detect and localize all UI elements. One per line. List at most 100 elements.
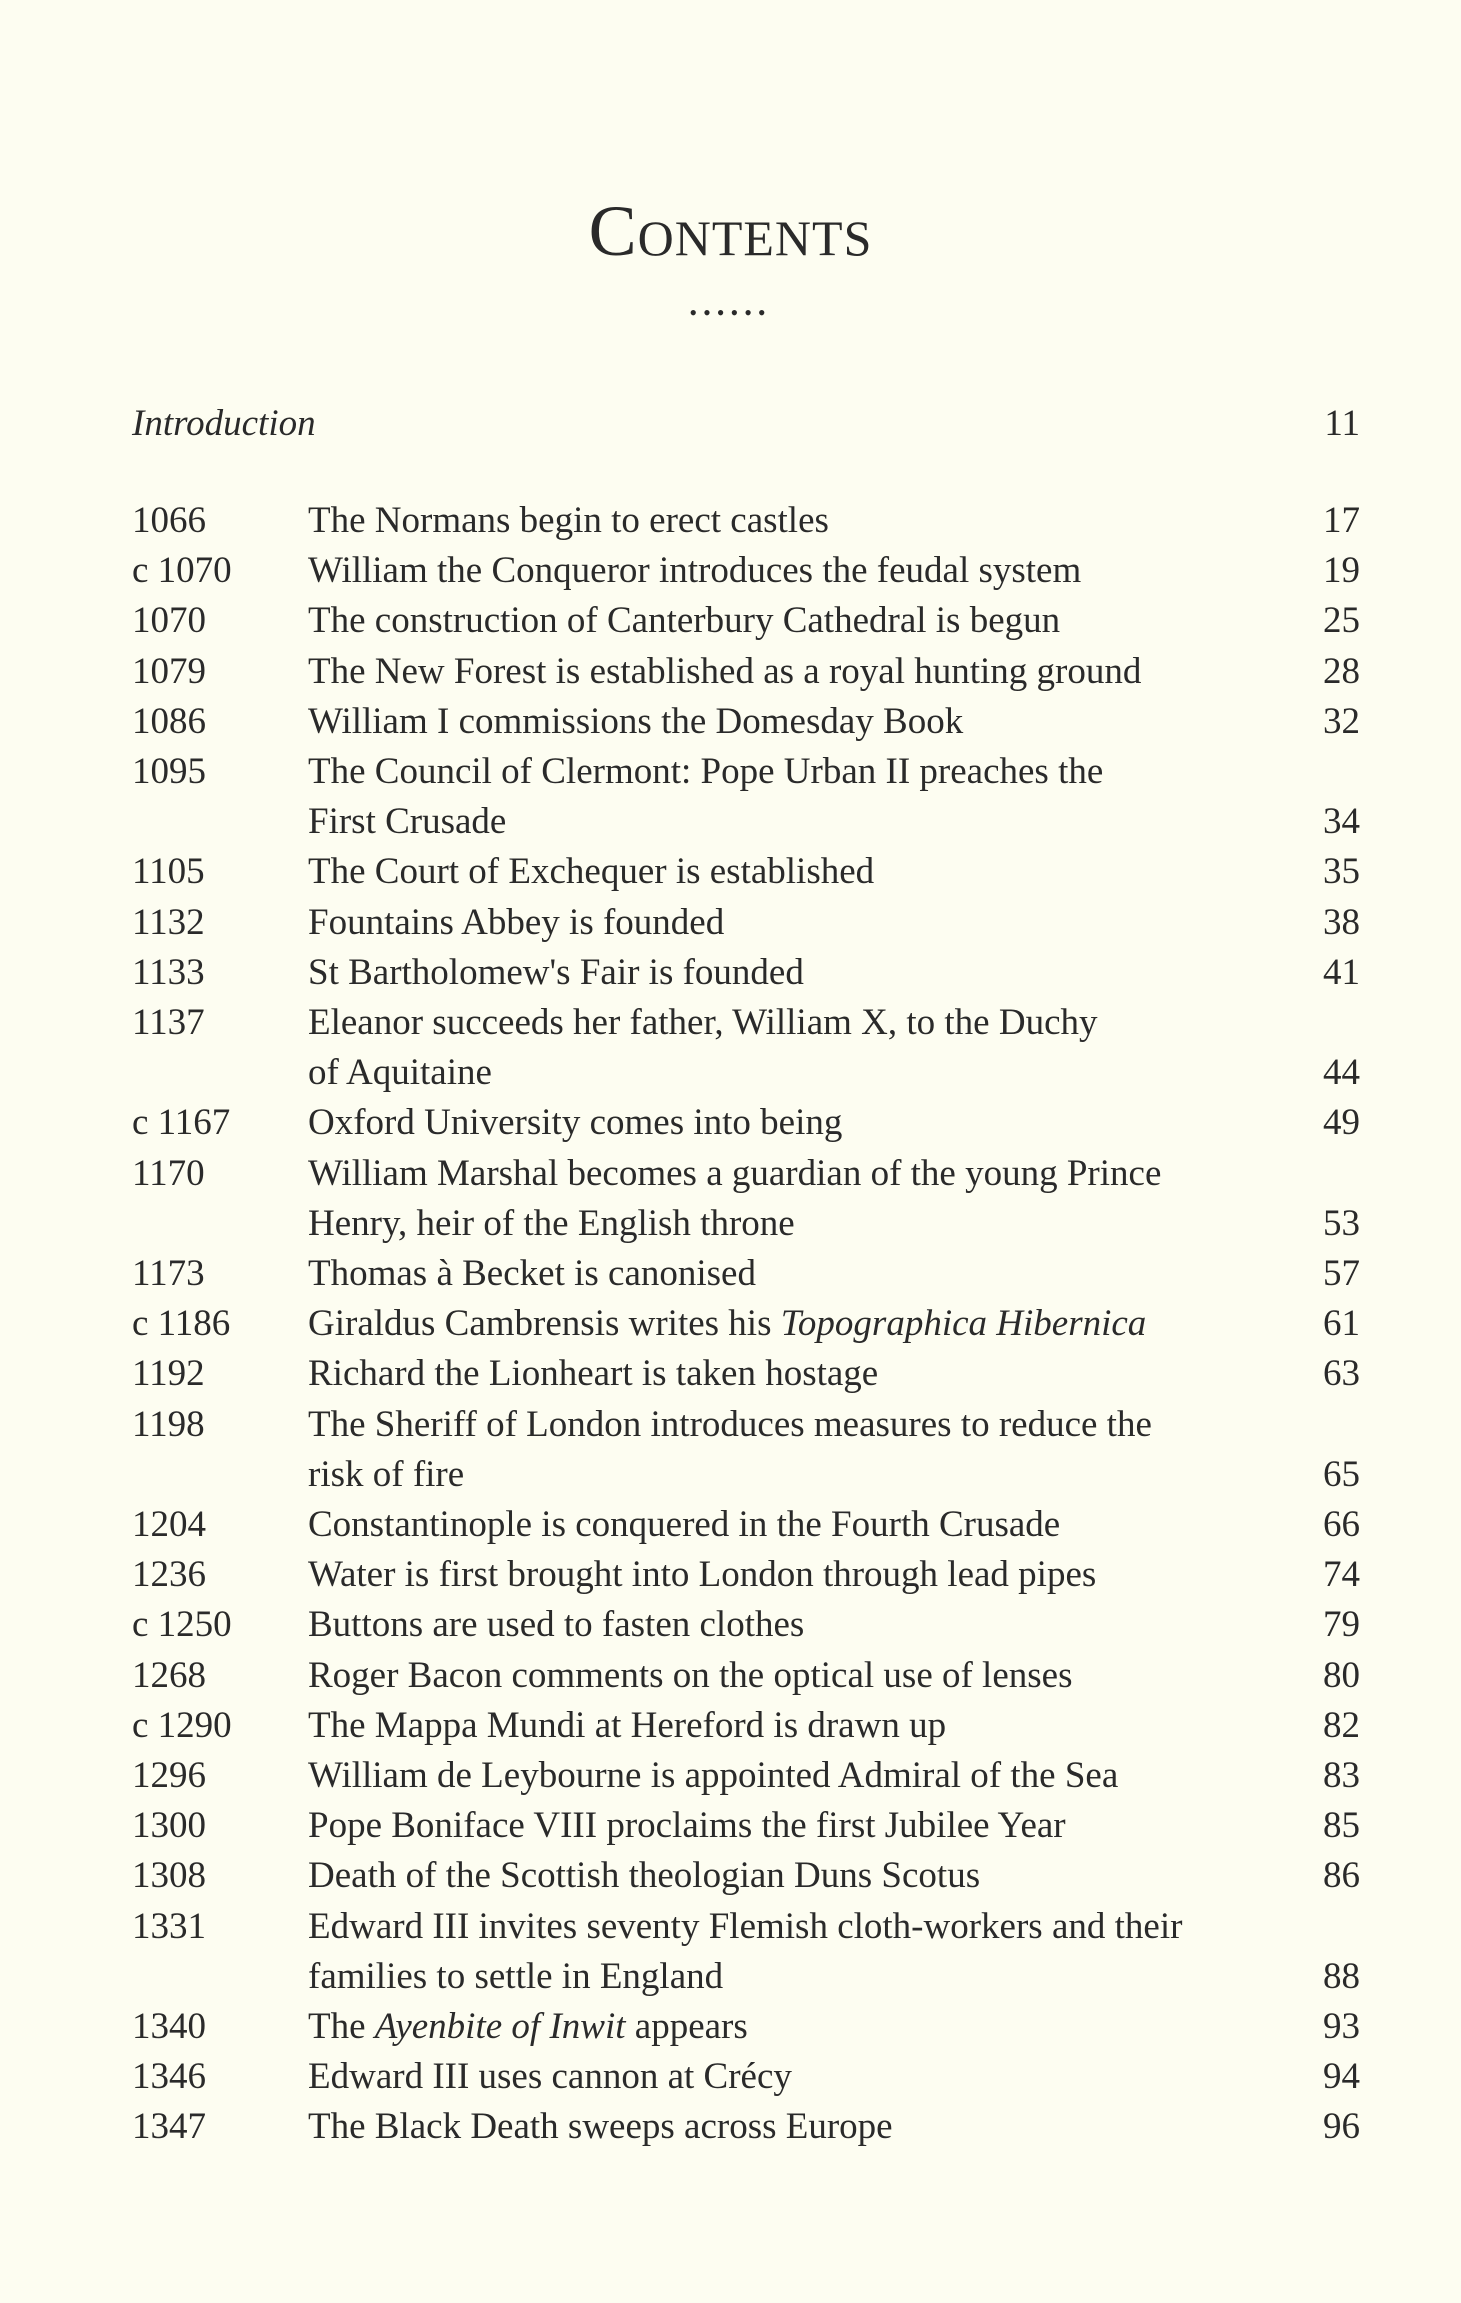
entry-title-text: Thomas à Becket is canonised (308, 1253, 756, 1294)
entry-title-italic: Topographica Hibernica (780, 1303, 1147, 1344)
entry-title-text: Edward III uses cannon at Crécy (308, 2056, 792, 2097)
entry-date: 1296 (132, 1755, 206, 1796)
entry-title-text: William the Conqueror introduces the feu… (308, 550, 1082, 591)
toc-entry: 1192 Richard the Lionheart is taken hosta… (0, 1349, 1461, 1399)
entry-date: c 1186 (132, 1303, 231, 1344)
entry-title-text: Eleanor succeeds her father, William X, … (308, 1002, 1098, 1043)
entry-page-number: 85 (1323, 1805, 1360, 1846)
entry-title: St Bartholomew's Fair is founded (308, 948, 804, 998)
entry-title: The Court of Exchequer is established (308, 847, 874, 897)
toc-entry-continuation: Henry, heir of the English throne 53 (0, 1199, 1461, 1249)
toc-entry: 1086 William I commissions the Domesday B… (0, 697, 1461, 747)
entry-title-text: Oxford University comes into being (308, 1102, 843, 1143)
entry-page-number: 57 (1323, 1253, 1360, 1294)
entry-page-number: 82 (1323, 1705, 1360, 1746)
entry-title-text: risk of fire (308, 1454, 465, 1495)
entry-title: Constantinople is conquered in the Fourt… (308, 1500, 1060, 1550)
entry-title-text: Giraldus Cambrensis writes his (308, 1303, 781, 1344)
toc-entry: 1236 Water is first brought into London t… (0, 1550, 1461, 1600)
entry-title-text: William de Leybourne is appointed Admira… (308, 1755, 1119, 1796)
toc-introduction: Introduction 11 (0, 399, 1461, 449)
entry-date: c 1250 (132, 1604, 232, 1645)
toc-entry: 1347 The Black Death sweeps across Europe… (0, 2102, 1461, 2152)
toc-entry: 1198 The Sheriff of London introduces mea… (0, 1400, 1461, 1450)
entry-page-number: 80 (1323, 1655, 1360, 1696)
entry-page-number: 44 (1323, 1052, 1360, 1093)
entry-title: The Normans begin to erect castles (308, 496, 829, 546)
entry-title: Roger Bacon comments on the optical use … (308, 1651, 1072, 1701)
entry-title: Edward III invites seventy Flemish cloth… (308, 1902, 1182, 1952)
entry-title: William Marshal becomes a guardian of th… (308, 1149, 1161, 1199)
entry-date: 1132 (132, 902, 205, 943)
entry-page-number: 25 (1323, 600, 1360, 641)
toc-entry-continuation: families to settle in England 88 (0, 1952, 1461, 2002)
entry-title-text: The New Forest is established as a royal… (308, 651, 1142, 692)
entry-title-text: The Black Death sweeps across Europe (308, 2106, 893, 2147)
entry-title-italic: Ayenbite of Inwit (374, 2006, 626, 2047)
entry-page-number: 74 (1323, 1554, 1360, 1595)
toc-entry: 1079 The New Forest is established as a r… (0, 647, 1461, 697)
toc-entry: 1095 The Council of Clermont: Pope Urban … (0, 747, 1461, 797)
entry-title: Henry, heir of the English throne (308, 1199, 795, 1249)
entry-title: The Black Death sweeps across Europe (308, 2102, 893, 2152)
entry-title: William I commissions the Domesday Book (308, 697, 963, 747)
entry-page-number: 63 (1323, 1353, 1360, 1394)
entry-title-text: The construction of Canterbury Cathedral… (308, 600, 1061, 641)
toc-entry: c 1167 Oxford University comes into being… (0, 1098, 1461, 1148)
toc-entry: 1132 Fountains Abbey is founded 38 (0, 898, 1461, 948)
entry-title: Edward III uses cannon at Crécy (308, 2052, 792, 2102)
entry-title-text: Buttons are used to fasten clothes (308, 1604, 805, 1645)
entry-title-text: The Mappa Mundi at Hereford is drawn up (308, 1705, 947, 1746)
toc-entry: 1204 Constantinople is conquered in the F… (0, 1500, 1461, 1550)
entry-page-number: 96 (1323, 2106, 1360, 2147)
entry-title: Buttons are used to fasten clothes (308, 1600, 804, 1650)
entry-title-text: Edward III invites seventy Flemish cloth… (308, 1906, 1183, 1947)
entry-title: Oxford University comes into being (308, 1098, 842, 1148)
entry-title: families to settle in England (308, 1952, 723, 2002)
entry-date: 1346 (132, 2056, 206, 2097)
entry-date: 1170 (132, 1153, 205, 1194)
entry-title-text: St Bartholomew's Fair is founded (308, 952, 804, 993)
entry-date: 1133 (132, 952, 205, 993)
entry-page-number: 79 (1323, 1604, 1360, 1645)
entry-date: 1070 (132, 600, 206, 641)
entry-title: Thomas à Becket is canonised (308, 1249, 756, 1299)
entry-date: 1340 (132, 2006, 206, 2047)
toc-entry: 1133 St Bartholomew's Fair is founded 41 (0, 948, 1461, 998)
entry-title: The Sheriff of London introduces measure… (308, 1400, 1152, 1450)
entry-title-text: The Council of Clermont: Pope Urban II p… (308, 751, 1104, 792)
entry-title-text: Death of the Scottish theologian Duns Sc… (308, 1855, 981, 1896)
entry-date: 1236 (132, 1554, 206, 1595)
toc-entry: 1346 Edward III uses cannon at Crécy 94 (0, 2052, 1461, 2102)
entry-title: First Crusade (308, 797, 506, 847)
entry-page-number: 86 (1323, 1855, 1360, 1896)
entry-page-number: 83 (1323, 1755, 1360, 1796)
entry-title-text: William Marshal becomes a guardian of th… (308, 1153, 1162, 1194)
entry-title: The construction of Canterbury Cathedral… (308, 596, 1060, 646)
entry-title: of Aquitaine (308, 1048, 492, 1098)
entry-page-number: 66 (1323, 1504, 1360, 1545)
entry-date: 1268 (132, 1655, 206, 1696)
toc-entry: 1137 Eleanor succeeds her father, William… (0, 998, 1461, 1048)
entry-date: c 1290 (132, 1705, 232, 1746)
entry-date: 1066 (132, 500, 206, 541)
entry-date: 1204 (132, 1504, 206, 1545)
entry-title-text: Pope Boniface VIII proclaims the first J… (308, 1805, 1066, 1846)
entry-date: 1086 (132, 701, 206, 742)
entry-title-text: The Court of Exchequer is established (308, 851, 875, 892)
toc-entry: c 1250 Buttons are used to fasten clothes… (0, 1600, 1461, 1650)
entry-page-number: 35 (1323, 851, 1360, 892)
toc-entry: 1300 Pope Boniface VIII proclaims the fir… (0, 1801, 1461, 1851)
toc-entry: 1070 The construction of Canterbury Cathe… (0, 596, 1461, 646)
entry-title-text: appears (625, 2006, 748, 2047)
entry-title-text: Henry, heir of the English throne (308, 1203, 795, 1244)
entry-page-number: 49 (1323, 1102, 1360, 1143)
entry-date: 1308 (132, 1855, 206, 1896)
entry-title: Death of the Scottish theologian Duns Sc… (308, 1851, 980, 1901)
entry-page-number: 28 (1323, 651, 1360, 692)
toc-entry: 1340 The Ayenbite of Inwit appears 93 (0, 2002, 1461, 2052)
entry-title-text: Fountains Abbey is founded (308, 902, 725, 943)
entry-title-text: The Normans begin to erect castles (308, 500, 829, 541)
entry-date: 1079 (132, 651, 206, 692)
entry-date: 1105 (132, 851, 205, 892)
